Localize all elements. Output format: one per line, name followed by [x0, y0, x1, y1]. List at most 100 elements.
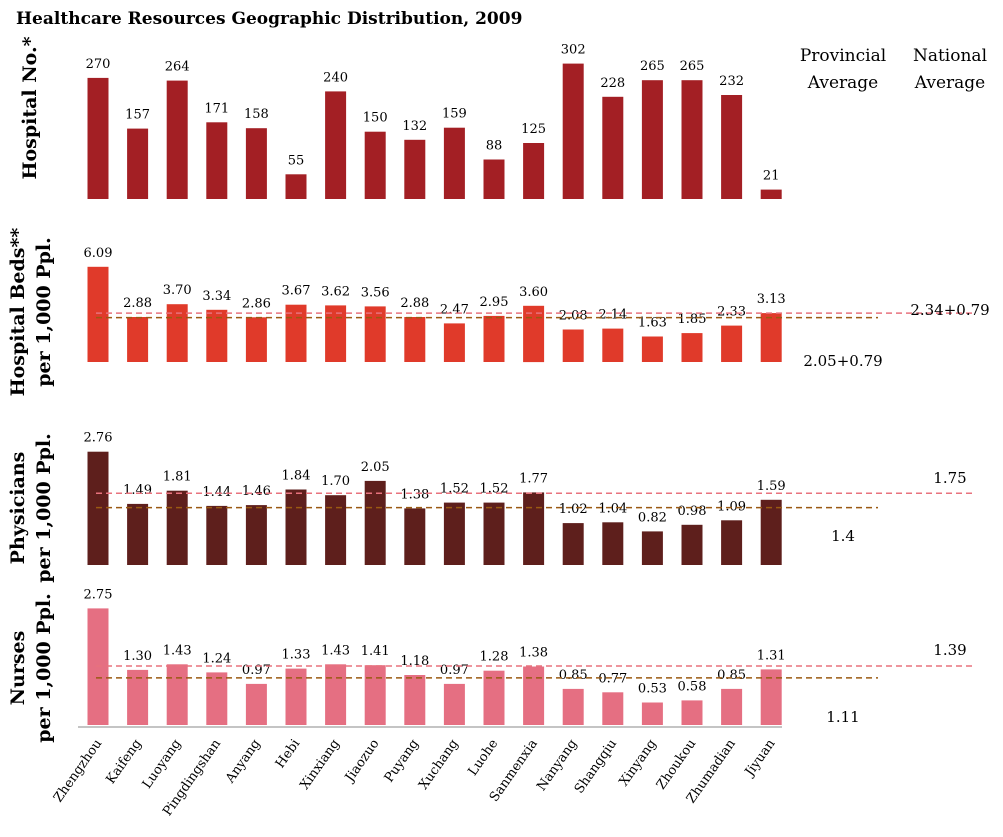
value-label-luohe: 1.28	[480, 650, 509, 665]
bar-luohe	[483, 159, 505, 199]
provincial-average-label: 2.05+0.79	[803, 352, 882, 370]
bar-jiyuan	[760, 499, 782, 565]
panel-label-line1: Physicians	[7, 452, 29, 565]
value-label-zhumadian: 1.09	[717, 499, 746, 514]
value-label-jiaozuo: 150	[363, 111, 388, 126]
bar-xinxiang	[325, 495, 347, 565]
value-label-shangqiu: 2.14	[598, 308, 627, 323]
bar-xinxiang	[325, 305, 347, 362]
value-label-kaifeng: 157	[125, 108, 150, 123]
value-label-sanmenxia: 1.77	[519, 471, 548, 486]
value-label-anyang: 0.97	[242, 663, 271, 678]
bar-luohe	[483, 502, 505, 565]
provincial-average-label: 1.11	[826, 708, 859, 726]
value-label-zhoukou: 0.98	[678, 504, 707, 519]
value-label-xuchang: 159	[442, 107, 467, 122]
value-label-nanyang: 2.08	[559, 309, 588, 324]
value-label-zhoukou: 0.58	[678, 679, 707, 694]
bar-anyang	[245, 683, 267, 725]
bar-kaifeng	[127, 317, 149, 362]
value-label-hebi: 1.33	[282, 648, 311, 663]
panel-label: Hospital No.*	[19, 36, 41, 179]
bar-kaifeng	[127, 128, 149, 199]
value-label-xinxiang: 1.43	[321, 643, 350, 658]
bar-nanyang	[562, 63, 584, 199]
value-label-zhengzhou: 270	[86, 57, 111, 72]
value-label-zhumadian: 2.33	[717, 305, 746, 320]
value-label-jiyuan: 21	[763, 169, 780, 184]
panel-label: Physicians per 1,000 Ppl.	[7, 433, 55, 583]
value-label-xinyang: 1.63	[638, 316, 667, 331]
bar-pingdingshan	[206, 309, 228, 362]
bar-kaifeng	[127, 503, 149, 565]
chart-panels: Hospital No.* 270 157 264 171 158 55 240 150 132 1…	[7, 36, 990, 742]
value-label-luoyang: 1.81	[163, 470, 192, 485]
value-label-hebi: 3.67	[282, 284, 311, 299]
category-label-jiaozuo: Jiaozuo	[342, 737, 383, 787]
value-label-jiyuan: 1.59	[757, 479, 786, 494]
value-label-anyang: 1.46	[242, 484, 271, 499]
bar-shangqiu	[602, 328, 624, 362]
bar-anyang	[245, 128, 267, 199]
value-label-luohe: 88	[486, 139, 503, 154]
national-average-header: National Average	[913, 46, 987, 93]
bar-zhumadian	[721, 520, 743, 565]
bar-xinyang	[641, 336, 663, 362]
bar-xuchang	[443, 323, 465, 362]
provincial-average-header: Provincial Average	[800, 46, 886, 93]
bar-pingdingshan	[206, 672, 228, 725]
bar-sanmenxia	[523, 666, 545, 725]
bar-shangqiu	[602, 692, 624, 725]
value-label-anyang: 158	[244, 107, 269, 122]
panel-1: Hospital No.* 270 157 264 171 158 55 240 150 132 1…	[19, 36, 782, 199]
bar-zhengzhou	[87, 266, 109, 362]
bar-zhumadian	[721, 325, 743, 362]
bar-luoyang	[166, 80, 188, 199]
bar-zhoukou	[681, 333, 703, 362]
value-label-xinyang: 265	[640, 59, 665, 74]
category-axis: ZhengzhouKaifengLuoyangPingdingshanAnyan…	[51, 726, 782, 819]
bar-hebi	[285, 489, 307, 565]
value-label-nanyang: 302	[561, 43, 586, 58]
bar-hebi	[285, 304, 307, 362]
panel-label-line1: Nurses	[7, 631, 29, 706]
bar-kaifeng	[127, 669, 149, 725]
value-label-sanmenxia: 1.38	[519, 646, 548, 661]
bar-luoyang	[166, 490, 188, 565]
value-label-luoyang: 3.70	[163, 283, 192, 298]
bar-sanmenxia	[523, 492, 545, 565]
bar-zhengzhou	[87, 77, 109, 199]
bar-puyang	[404, 139, 426, 199]
value-label-kaifeng: 2.88	[123, 296, 152, 311]
category-label-zhengzhou: Zhengzhou	[51, 737, 105, 806]
value-label-sanmenxia: 125	[521, 122, 546, 137]
value-label-jiaozuo: 3.56	[361, 285, 390, 300]
value-label-puyang: 1.18	[400, 654, 429, 669]
bar-jiaozuo	[364, 306, 386, 362]
category-label-puyang: Puyang	[382, 737, 422, 786]
national-average-label: 2.34+0.79	[910, 301, 989, 319]
bar-anyang	[245, 317, 267, 362]
value-label-jiaozuo: 2.05	[361, 460, 390, 475]
value-label-xuchang: 2.47	[440, 302, 469, 317]
panel-label-line2: per 1,000 Ppl.	[33, 237, 55, 387]
value-label-nanyang: 0.85	[559, 668, 588, 683]
value-label-xinxiang: 240	[323, 70, 348, 85]
bar-hebi	[285, 174, 307, 199]
value-label-luohe: 1.52	[480, 482, 509, 497]
value-label-hebi: 1.84	[282, 469, 311, 484]
value-label-luoyang: 1.43	[163, 643, 192, 658]
bar-anyang	[245, 505, 267, 565]
panel-label-line1: Hospital Beds**	[7, 228, 29, 397]
value-label-puyang: 2.88	[400, 296, 429, 311]
value-label-nanyang: 1.02	[559, 502, 588, 517]
bar-hebi	[285, 668, 307, 725]
value-label-puyang: 132	[402, 119, 427, 134]
value-label-zhengzhou: 2.76	[84, 431, 113, 446]
bar-shangqiu	[602, 522, 624, 565]
bar-puyang	[404, 508, 426, 565]
value-label-pingdingshan: 1.24	[202, 651, 231, 666]
value-label-luohe: 2.95	[480, 295, 509, 310]
category-label-anyang: Anyang	[222, 737, 263, 787]
